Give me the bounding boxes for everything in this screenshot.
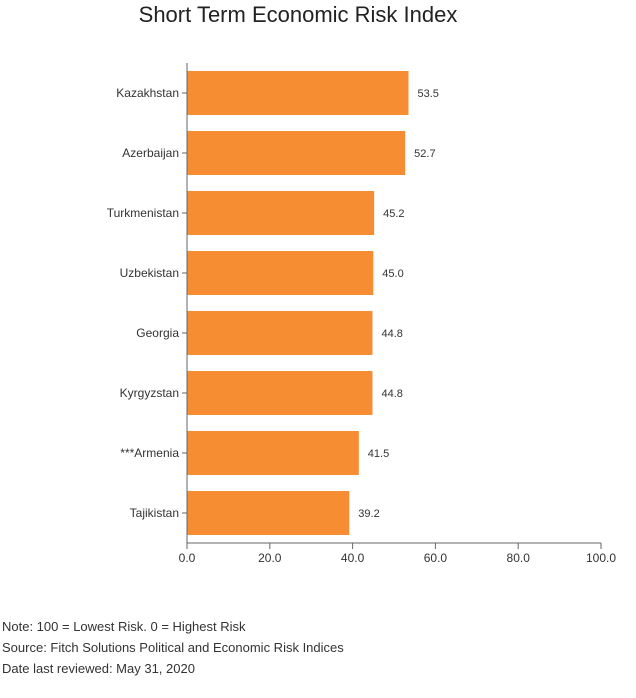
reviewed-text: Date last reviewed: May 31, 2020 — [2, 661, 195, 676]
note-text: Note: 100 = Lowest Risk. 0 = Highest Ris… — [2, 619, 246, 634]
bar-8 — [187, 491, 350, 535]
category-label-4: Uzbekistan — [120, 266, 179, 280]
data-label-3: 45.2 — [383, 208, 404, 220]
data-label-2: 52.7 — [414, 148, 435, 160]
bar-2 — [187, 131, 406, 175]
bar-4 — [187, 251, 374, 295]
x-tick-label-2: 20.0 — [258, 551, 282, 565]
category-label-2: Azerbaijan — [122, 146, 179, 160]
bar-5 — [187, 311, 373, 355]
data-label-5: 44.8 — [381, 328, 402, 340]
bar-chart: Kazakhstan 53.5 Azerbaijan 52.7 Turkmenistan… — [107, 63, 616, 565]
x-tick-label-5: 80.0 — [507, 551, 531, 565]
data-label-1: 53.5 — [417, 88, 438, 100]
x-tick-label-1: 0.0 — [179, 551, 196, 565]
data-label-4: 45.0 — [382, 268, 403, 280]
bar-6 — [187, 371, 373, 415]
chart-title: Short Term Economic Risk Index — [138, 2, 458, 27]
category-label-6: Kyrgyzstan — [120, 386, 179, 400]
bar-3 — [187, 191, 375, 235]
category-label-8: Tajikistan — [130, 506, 179, 520]
category-label-5: Georgia — [136, 326, 179, 340]
x-tick-label-4: 60.0 — [424, 551, 448, 565]
data-label-6: 44.8 — [381, 388, 402, 400]
data-label-7: 41.5 — [368, 448, 389, 460]
bar-1 — [187, 71, 409, 115]
source-text: Source: Fitch Solutions Political and Ec… — [2, 640, 344, 655]
x-tick-label-3: 40.0 — [341, 551, 365, 565]
chart-notes: Note: 100 = Lowest Risk. 0 = Highest Ris… — [2, 616, 344, 679]
category-label-3: Turkmenistan — [107, 206, 179, 220]
category-label-1: Kazakhstan — [116, 86, 179, 100]
data-label-8: 39.2 — [358, 508, 379, 520]
category-label-7: ***Armenia — [120, 446, 179, 460]
bar-7 — [187, 431, 359, 475]
x-tick-label-6: 100.0 — [586, 551, 616, 565]
